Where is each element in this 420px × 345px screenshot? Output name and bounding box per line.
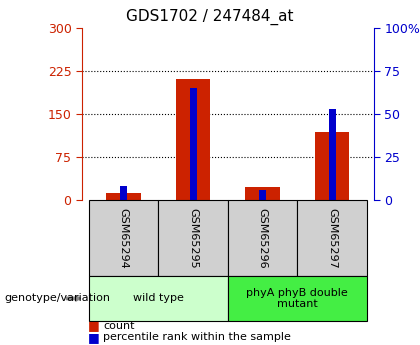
Text: ■: ■ [88, 331, 100, 344]
Text: phyA phyB double
mutant: phyA phyB double mutant [247, 288, 348, 309]
Text: ■: ■ [88, 319, 100, 333]
Bar [89, 200, 158, 276]
Bar [106, 193, 141, 200]
Bar [176, 79, 210, 200]
Bar [259, 190, 266, 200]
Text: GDS1702 / 247484_at: GDS1702 / 247484_at [126, 9, 294, 25]
Text: GSM65296: GSM65296 [257, 208, 268, 268]
Bar [89, 276, 228, 321]
Bar [328, 109, 336, 200]
Bar [228, 200, 297, 276]
Text: GSM65297: GSM65297 [327, 208, 337, 268]
Bar [120, 186, 127, 200]
Bar [189, 88, 197, 200]
Bar [297, 200, 367, 276]
Bar [158, 200, 228, 276]
Text: percentile rank within the sample: percentile rank within the sample [103, 333, 291, 342]
Bar [315, 132, 349, 200]
Text: count: count [103, 321, 134, 331]
Bar [245, 187, 280, 200]
Bar [228, 276, 367, 321]
Text: GSM65295: GSM65295 [188, 208, 198, 268]
Text: GSM65294: GSM65294 [118, 208, 129, 268]
Text: wild type: wild type [133, 294, 184, 303]
Text: genotype/variation: genotype/variation [4, 294, 110, 303]
